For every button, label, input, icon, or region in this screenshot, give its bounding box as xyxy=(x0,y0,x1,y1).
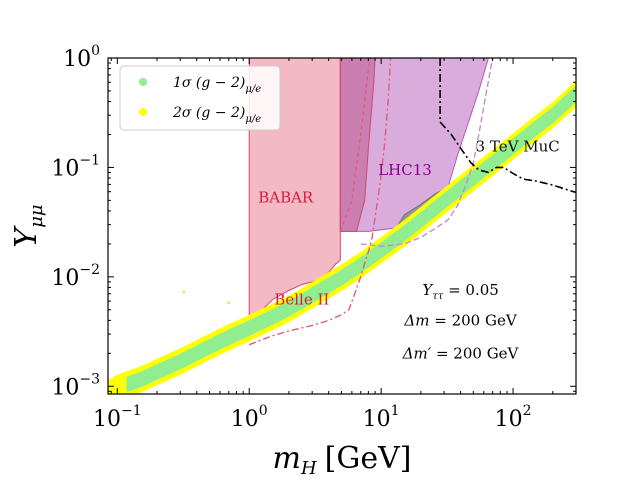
legend-label-1: 1σ (g − 2)μ/e xyxy=(173,75,261,95)
overlap-region xyxy=(339,58,376,232)
plot-area xyxy=(108,58,576,394)
x-tick-label: 10−1 xyxy=(93,403,142,432)
BABAR-label: BABAR xyxy=(258,188,314,206)
band-2sigma xyxy=(108,80,576,394)
annotation-0: Yττ = 0.05 xyxy=(422,281,499,302)
g-2-band xyxy=(108,80,576,394)
LHC13-label: LHC13 xyxy=(378,161,432,179)
hl-lhc-dashed-line xyxy=(339,58,371,232)
scatter-dot-1 xyxy=(227,301,230,304)
annotation-1: Δm = 200 GeV xyxy=(403,311,517,329)
legend: 1σ (g − 2)μ/e 2σ (g − 2)μ/e xyxy=(119,65,281,131)
y-axis-label: Yμμ xyxy=(9,204,47,247)
y-tick-label: 10−3 xyxy=(51,371,100,400)
region-labels: BABAR LHC13 Belle II 3 TeV MuC xyxy=(258,137,560,308)
x-tick-label: 101 xyxy=(363,403,400,432)
legend-box xyxy=(119,65,281,131)
y-tick-label: 10−2 xyxy=(51,262,100,291)
belle-ii-line-label: Belle II xyxy=(274,290,329,308)
scatter-dots xyxy=(182,290,230,304)
muc-3tev-line xyxy=(439,58,576,194)
legend-marker-2 xyxy=(139,108,147,116)
x-tick-label: 102 xyxy=(495,403,532,432)
y-tick-label: 10−1 xyxy=(51,152,100,181)
band-1sigma xyxy=(126,86,576,392)
parameter-annotations: Yττ = 0.05 Δm = 200 GeV Δm′ = 200 GeV xyxy=(402,281,520,362)
belle-ii-line xyxy=(248,58,392,346)
lhc13-projection-line xyxy=(360,58,494,248)
scatter-dot-0 xyxy=(182,290,186,294)
tick-labels: 10−1 100 101 102 10−3 10−2 10−1 100 xyxy=(51,43,531,432)
legend-marker-1 xyxy=(139,78,147,86)
annotation-2: Δm′ = 200 GeV xyxy=(402,344,520,362)
constraint-lines xyxy=(248,58,576,346)
x-axis-label: mH [GeV] xyxy=(273,441,412,479)
muc-3tev-line-label: 3 TeV MuC xyxy=(476,137,560,155)
y-tick-label: 100 xyxy=(63,43,100,72)
x-tick-label: 100 xyxy=(231,403,268,432)
plot-frame xyxy=(107,57,577,395)
legend-label-2: 2σ (g − 2)μ/e xyxy=(172,105,261,125)
axis-ticks xyxy=(108,57,577,394)
